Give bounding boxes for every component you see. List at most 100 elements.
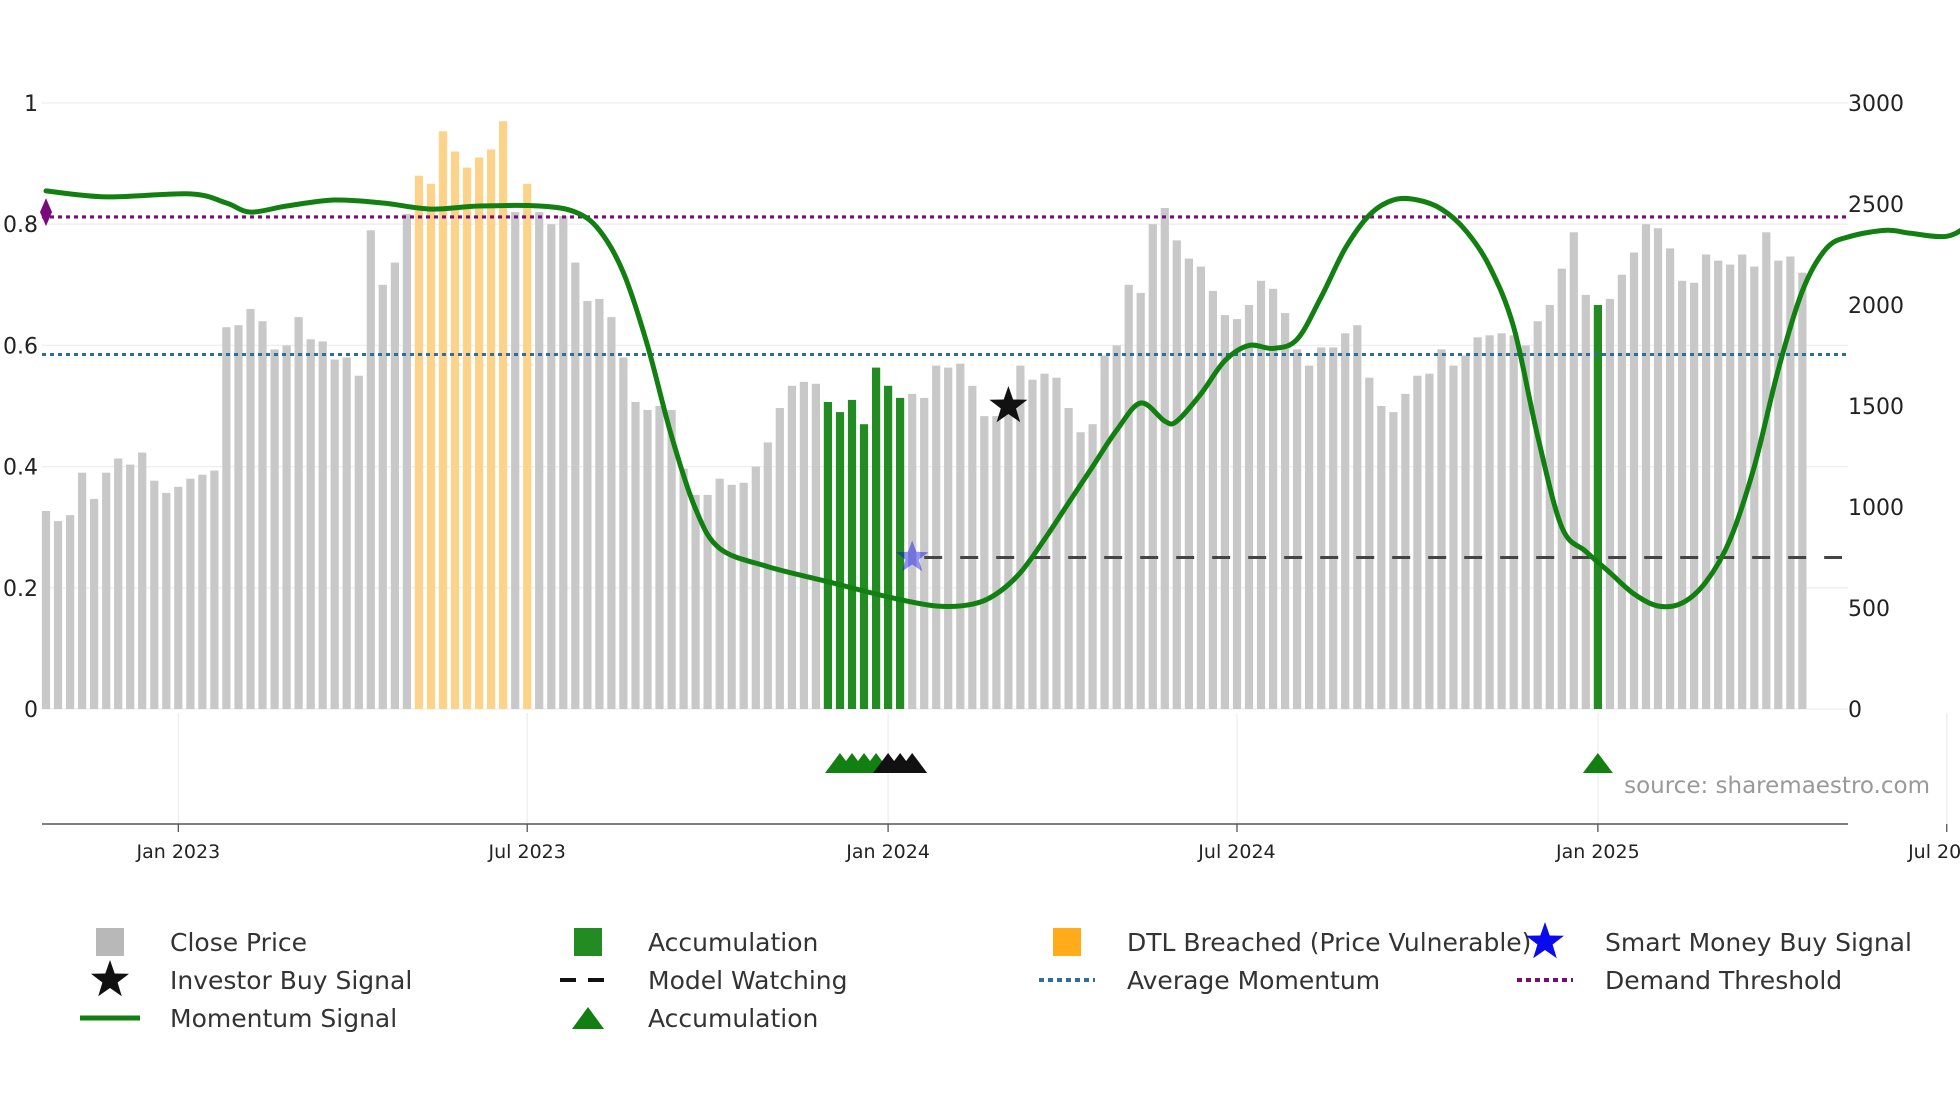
- legend-label: DTL Breached (Price Vulnerable): [1127, 928, 1531, 957]
- close-price-bar: [1401, 393, 1410, 709]
- legend: Close Price Accumulation DTL Breached (Pri…: [80, 922, 1912, 1033]
- close-price-bar: [66, 515, 75, 709]
- close-price-bar: [318, 341, 327, 709]
- legend-label: Model Watching: [648, 966, 848, 995]
- dtl-breached-bar: [499, 121, 508, 709]
- x-tick-label: Jan 2025: [1555, 841, 1640, 863]
- close-price-bar: [775, 408, 784, 709]
- close-price-bar: [1497, 333, 1506, 709]
- close-price-bar: [1569, 232, 1578, 710]
- legend-star-swatch: [91, 960, 129, 997]
- right-tick-label: 1500: [1848, 395, 1904, 420]
- x-tick-label: Jul 2024: [1197, 841, 1275, 863]
- close-price-bar: [1088, 424, 1097, 709]
- close-price-bar: [210, 470, 219, 709]
- close-price-bar: [306, 339, 315, 709]
- dtl-breached-bar: [523, 183, 532, 710]
- dtl-breached-bar: [475, 157, 484, 709]
- dtl-breached-bar: [438, 131, 448, 710]
- close-price-bar: [1774, 260, 1783, 709]
- accumulation-triangle: [1582, 753, 1613, 773]
- accumulation-bar: [847, 399, 857, 709]
- close-price-bar: [1653, 228, 1663, 709]
- close-price-bar: [703, 494, 712, 709]
- close-price-bar: [246, 309, 255, 709]
- close-price-bar: [643, 410, 652, 709]
- x-tick-label: Jul 2023: [488, 841, 566, 863]
- accumulation-bar: [835, 412, 845, 709]
- close-price-bar: [1341, 333, 1350, 709]
- close-price-bar: [787, 385, 796, 709]
- close-price-bar: [1629, 252, 1639, 709]
- legend-label: Momentum Signal: [170, 1004, 397, 1033]
- close-price-bar: [1160, 208, 1169, 709]
- close-price-bar: [1485, 335, 1494, 709]
- left-tick-label: 0: [24, 698, 38, 723]
- close-price-bar: [1016, 365, 1025, 709]
- close-price-bar: [1798, 272, 1807, 709]
- close-price-bar: [1256, 280, 1266, 709]
- dtl-breached-bar: [462, 167, 472, 710]
- close-price-bar: [1281, 313, 1290, 709]
- close-price-bar: [1533, 321, 1542, 709]
- close-price-bar: [715, 478, 724, 709]
- close-price-bar: [944, 367, 953, 709]
- close-price-bar: [1437, 349, 1446, 709]
- close-price-bar: [1449, 365, 1458, 709]
- close-price-bar: [1220, 315, 1229, 709]
- right-tick-label: 0: [1848, 698, 1862, 723]
- close-price-bar: [1702, 254, 1711, 709]
- left-tick-label: 1: [24, 92, 38, 117]
- close-price-bar: [1425, 373, 1434, 709]
- accumulation-bar: [896, 397, 905, 709]
- accumulation-bar: [859, 424, 869, 709]
- close-price-bar: [1762, 232, 1771, 710]
- signal-markers: [40, 198, 1613, 773]
- close-price-bar: [114, 458, 123, 709]
- close-price-bar: [90, 498, 99, 709]
- legend-star-swatch: [1526, 922, 1564, 959]
- left-tick-label: 0.6: [3, 334, 38, 359]
- close-price-bar: [174, 486, 183, 709]
- close-price-bar: [378, 284, 387, 709]
- close-price-bar: [595, 298, 604, 709]
- close-price-bar: [1124, 284, 1133, 709]
- close-price-bar: [1100, 355, 1109, 709]
- close-price-bar: [992, 416, 1001, 709]
- close-price-bar: [571, 262, 580, 709]
- close-price-bar: [1184, 258, 1193, 709]
- close-price-bar: [1678, 280, 1687, 709]
- close-price-bars: [41, 121, 1807, 710]
- right-tick-label: 3000: [1848, 92, 1904, 117]
- close-price-bar: [1232, 319, 1242, 709]
- close-price-bar: [811, 383, 820, 709]
- close-price-bar: [330, 359, 339, 709]
- close-price-bar: [162, 492, 171, 709]
- close-price-bar: [1617, 274, 1626, 709]
- right-tick-label: 500: [1848, 597, 1890, 622]
- close-price-bar: [727, 484, 736, 709]
- right-tick-label: 1000: [1848, 496, 1904, 521]
- left-axis-ticks: 0 0.2 0.4 0.6 0.8 1: [3, 92, 38, 723]
- close-price-bar: [1269, 288, 1278, 709]
- accumulation-bar: [872, 367, 881, 709]
- legend-label: Close Price: [170, 928, 307, 957]
- accumulation-bar: [1593, 305, 1602, 709]
- close-price-bar: [559, 216, 568, 709]
- close-price-bar: [53, 521, 63, 709]
- close-price-bar: [1521, 345, 1530, 709]
- start-diamond-marker: [40, 198, 52, 227]
- close-price-bar: [1726, 264, 1735, 709]
- close-price-bar: [1666, 248, 1675, 709]
- close-price-bar: [1317, 347, 1326, 709]
- smart-money-buy-star: [896, 540, 929, 572]
- momentum-signal-line: [43, 188, 1960, 610]
- close-price-bar: [102, 472, 111, 709]
- close-price-bar: [1148, 224, 1157, 709]
- left-tick-label: 0.4: [3, 456, 38, 481]
- x-tick-label: Jul 2025: [1907, 841, 1960, 863]
- reference-lines: [42, 215, 1848, 559]
- close-price-bar: [186, 478, 195, 709]
- close-price-bar: [1353, 325, 1362, 709]
